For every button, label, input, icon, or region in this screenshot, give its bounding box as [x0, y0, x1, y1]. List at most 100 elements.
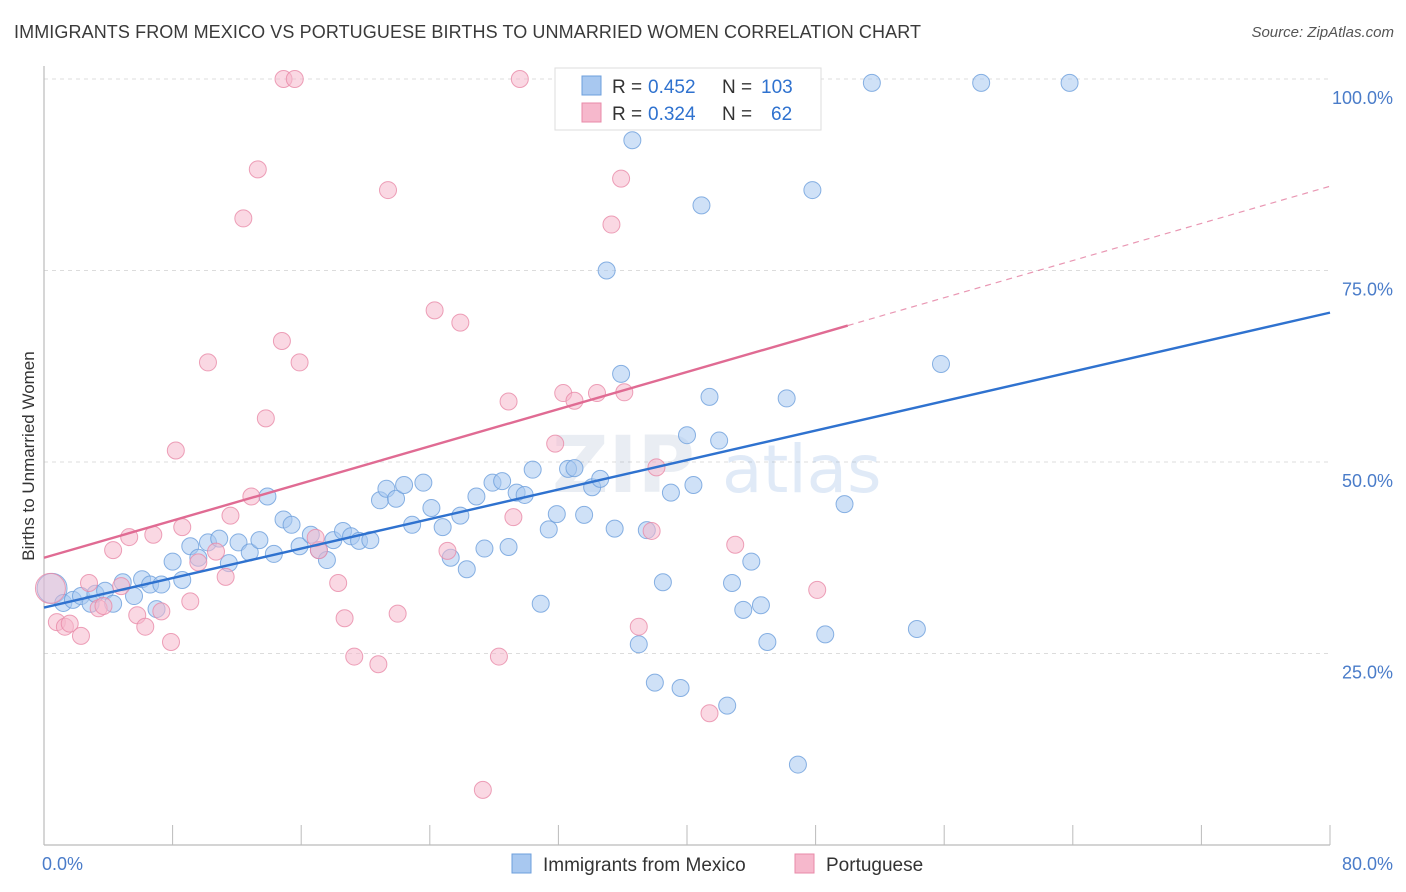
y-tick-label-100: 100.0%: [1332, 88, 1393, 108]
point-mexico-49: [475, 539, 494, 558]
point-mexico-14: [163, 552, 182, 571]
point-mexico-81: [734, 600, 753, 619]
point-mexico-89: [816, 625, 835, 644]
point-mexico-83: [751, 596, 770, 615]
point-portuguese-53: [629, 617, 648, 636]
point-mexico-73: [671, 678, 690, 697]
point-mexico-75: [684, 475, 703, 494]
point-portuguese-22: [216, 567, 235, 586]
point-portuguese-34: [335, 609, 354, 628]
point-portuguese-57: [726, 535, 745, 554]
x-tick-label-max: 80.0%: [1342, 854, 1393, 874]
stats-r-value-portuguese: 0.324: [648, 104, 696, 125]
legend-swatch-portuguese: [794, 853, 815, 874]
point-mexico-64: [597, 261, 616, 280]
point-mexico-56: [531, 594, 550, 613]
point-mexico-93: [931, 354, 950, 373]
y-tick-label-25: 25.0%: [1342, 663, 1393, 683]
point-mexico-84: [758, 633, 777, 652]
point-mexico-72: [661, 483, 680, 502]
stats-n-label-portuguese: N =: [722, 104, 752, 125]
point-mexico-76: [692, 196, 711, 215]
point-mexico-23: [250, 531, 269, 550]
point-mexico-88: [803, 181, 822, 200]
point-mexico-43: [422, 498, 441, 517]
stats-legend-swatch-mexico: [581, 75, 602, 96]
point-portuguese-28: [272, 331, 291, 350]
point-portuguese-21: [207, 542, 226, 561]
point-mexico-67: [623, 131, 642, 150]
point-mexico-68: [629, 635, 648, 654]
point-portuguese-24: [234, 209, 253, 228]
point-portuguese-45: [510, 70, 529, 88]
point-mexico-86: [777, 389, 796, 408]
point-portuguese-3: [60, 614, 79, 633]
point-mexico-74: [678, 426, 696, 445]
point-portuguese-33: [329, 574, 348, 593]
point-portuguese-35: [345, 647, 364, 666]
stats-n-label-mexico: N =: [722, 77, 752, 98]
watermark-atlas: atlas: [722, 431, 882, 508]
x-axis-ticks: [43, 825, 1331, 845]
point-portuguese-16: [166, 441, 185, 460]
point-portuguese-46: [546, 434, 565, 453]
stats-n-value-portuguese: 62: [771, 104, 792, 125]
trendline-mexico: [43, 311, 1331, 609]
point-portuguese-40: [451, 313, 470, 332]
point-portuguese-37: [379, 181, 398, 200]
stats-r-value-mexico: 0.452: [648, 77, 696, 98]
point-mexico-57: [539, 520, 558, 539]
point-mexico-47: [457, 560, 476, 579]
point-mexico-80: [723, 574, 742, 593]
point-mexico-51: [493, 472, 512, 491]
point-mexico-66: [612, 364, 631, 383]
point-mexico-21: [229, 533, 248, 552]
stats-n-value-mexico: 103: [761, 77, 793, 98]
point-portuguese-30: [285, 70, 304, 88]
point-portuguese-42: [489, 647, 508, 666]
point-portuguese-0: [34, 572, 66, 604]
point-portuguese-12: [136, 617, 155, 636]
stats-r-label-mexico: R =: [612, 77, 642, 98]
y-tick-label-50: 50.0%: [1342, 471, 1393, 491]
trendline-portuguese-extension: [847, 185, 1331, 327]
point-portuguese-20: [198, 353, 217, 372]
legend-label-mexico: Immigrants from Mexico: [543, 855, 746, 876]
x-tick-label-min: 0.0%: [42, 854, 83, 874]
point-portuguese-7: [94, 597, 113, 616]
point-portuguese-58: [808, 580, 827, 599]
legend-label-portuguese: Portuguese: [826, 855, 923, 876]
point-portuguese-27: [256, 409, 275, 428]
y-tick-label-75: 75.0%: [1342, 280, 1393, 300]
point-mexico-87: [788, 755, 807, 774]
point-portuguese-36: [369, 655, 388, 674]
point-mexico-27: [282, 515, 301, 534]
point-mexico-58: [547, 505, 566, 524]
point-portuguese-19: [189, 553, 208, 572]
point-mexico-65: [605, 519, 624, 538]
stats-r-label-portuguese: R =: [612, 104, 642, 125]
point-portuguese-54: [642, 521, 661, 540]
point-mexico-78: [710, 431, 729, 450]
point-mexico-42: [414, 473, 433, 492]
point-mexico-70: [645, 673, 664, 692]
point-mexico-39: [387, 489, 406, 508]
y-axis-label: Births to Unmarried Women: [19, 351, 38, 560]
point-mexico-55: [523, 460, 542, 479]
point-mexico-48: [467, 487, 486, 506]
source-credit: Source: ZipAtlas.com: [1251, 24, 1394, 41]
series-portuguese-points: [34, 70, 827, 799]
point-portuguese-18: [181, 592, 200, 611]
point-mexico-79: [718, 696, 737, 715]
trend-lines: [43, 185, 1331, 609]
point-portuguese-4: [71, 626, 90, 645]
point-portuguese-61: [438, 541, 457, 560]
chart-title: IMMIGRANTS FROM MEXICO VS PORTUGUESE BIR…: [14, 22, 922, 42]
point-portuguese-44: [504, 508, 523, 527]
point-portuguese-41: [473, 780, 492, 799]
grid-lines: [44, 78, 1330, 654]
point-portuguese-14: [152, 602, 171, 621]
point-mexico-44: [433, 518, 452, 537]
point-portuguese-39: [425, 301, 444, 320]
point-mexico-40: [395, 475, 414, 494]
